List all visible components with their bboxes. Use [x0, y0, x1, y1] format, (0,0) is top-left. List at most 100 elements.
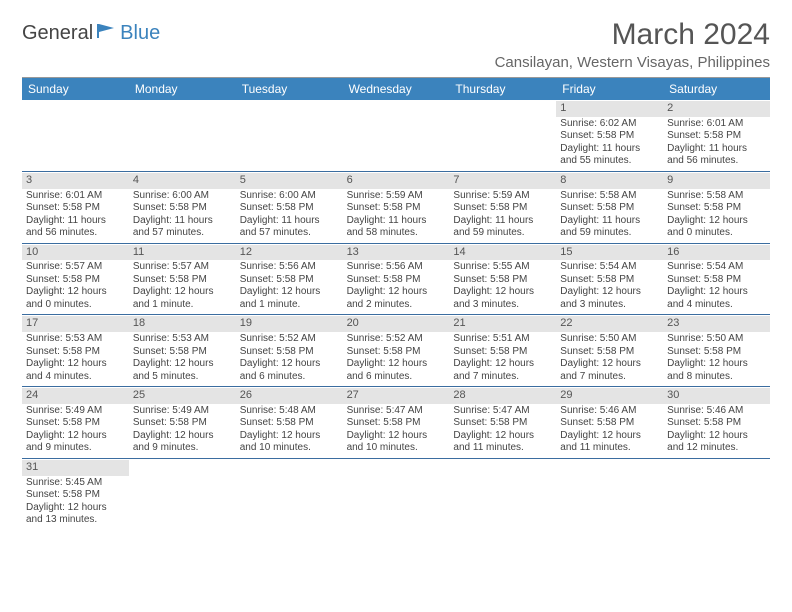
day-line-d1: Daylight: 12 hours — [667, 430, 766, 443]
day-line-d1: Daylight: 11 hours — [560, 143, 659, 156]
empty-cell — [236, 100, 343, 171]
day-number: 22 — [556, 316, 663, 332]
day-line-d1: Daylight: 12 hours — [560, 286, 659, 299]
empty-cell — [22, 100, 129, 171]
day-line-ss: Sunset: 5:58 PM — [133, 274, 232, 287]
day-line-d1: Daylight: 12 hours — [560, 358, 659, 371]
week-row: 1Sunrise: 6:02 AMSunset: 5:58 PMDaylight… — [22, 100, 770, 172]
day-cell: 10Sunrise: 5:57 AMSunset: 5:58 PMDayligh… — [22, 244, 129, 315]
day-line-sr: Sunrise: 5:53 AM — [133, 333, 232, 346]
day-line-d2: and 9 minutes. — [133, 442, 232, 455]
day-number: 17 — [22, 316, 129, 332]
day-line-ss: Sunset: 5:58 PM — [667, 130, 766, 143]
day-line-sr: Sunrise: 5:47 AM — [453, 405, 552, 418]
calendar: SundayMondayTuesdayWednesdayThursdayFrid… — [22, 77, 770, 530]
weekday-row: SundayMondayTuesdayWednesdayThursdayFrid… — [22, 78, 770, 100]
empty-cell — [343, 459, 450, 530]
day-cell: 6Sunrise: 5:59 AMSunset: 5:58 PMDaylight… — [343, 172, 450, 243]
day-line-sr: Sunrise: 5:46 AM — [560, 405, 659, 418]
day-number: 21 — [449, 316, 556, 332]
week-row: 17Sunrise: 5:53 AMSunset: 5:58 PMDayligh… — [22, 315, 770, 387]
day-number: 3 — [22, 173, 129, 189]
day-cell: 13Sunrise: 5:56 AMSunset: 5:58 PMDayligh… — [343, 244, 450, 315]
day-cell: 30Sunrise: 5:46 AMSunset: 5:58 PMDayligh… — [663, 387, 770, 458]
logo: General Blue — [22, 22, 160, 45]
day-number: 12 — [236, 245, 343, 261]
day-line-sr: Sunrise: 5:58 AM — [560, 190, 659, 203]
day-line-sr: Sunrise: 5:46 AM — [667, 405, 766, 418]
day-line-sr: Sunrise: 5:53 AM — [26, 333, 125, 346]
day-line-sr: Sunrise: 6:00 AM — [240, 190, 339, 203]
day-number: 30 — [663, 388, 770, 404]
day-line-d1: Daylight: 11 hours — [667, 143, 766, 156]
logo-text-general: General — [22, 22, 93, 45]
day-line-ss: Sunset: 5:58 PM — [26, 202, 125, 215]
day-line-d2: and 0 minutes. — [26, 299, 125, 312]
day-line-d2: and 57 minutes. — [133, 227, 232, 240]
day-line-d1: Daylight: 12 hours — [560, 430, 659, 443]
day-number: 20 — [343, 316, 450, 332]
week-row: 24Sunrise: 5:49 AMSunset: 5:58 PMDayligh… — [22, 387, 770, 459]
day-line-d1: Daylight: 12 hours — [667, 358, 766, 371]
day-line-sr: Sunrise: 5:50 AM — [560, 333, 659, 346]
day-line-ss: Sunset: 5:58 PM — [453, 417, 552, 430]
day-cell: 18Sunrise: 5:53 AMSunset: 5:58 PMDayligh… — [129, 315, 236, 386]
empty-cell — [129, 100, 236, 171]
day-line-sr: Sunrise: 5:54 AM — [667, 261, 766, 274]
day-line-ss: Sunset: 5:58 PM — [26, 489, 125, 502]
day-cell: 4Sunrise: 6:00 AMSunset: 5:58 PMDaylight… — [129, 172, 236, 243]
day-number: 27 — [343, 388, 450, 404]
day-number: 8 — [556, 173, 663, 189]
day-line-d2: and 8 minutes. — [667, 371, 766, 384]
day-line-sr: Sunrise: 5:52 AM — [347, 333, 446, 346]
day-cell: 11Sunrise: 5:57 AMSunset: 5:58 PMDayligh… — [129, 244, 236, 315]
day-line-sr: Sunrise: 5:56 AM — [347, 261, 446, 274]
weekday-cell: Tuesday — [236, 78, 343, 100]
day-cell: 14Sunrise: 5:55 AMSunset: 5:58 PMDayligh… — [449, 244, 556, 315]
empty-cell — [129, 459, 236, 530]
day-cell: 28Sunrise: 5:47 AMSunset: 5:58 PMDayligh… — [449, 387, 556, 458]
day-line-ss: Sunset: 5:58 PM — [133, 417, 232, 430]
day-cell: 12Sunrise: 5:56 AMSunset: 5:58 PMDayligh… — [236, 244, 343, 315]
day-line-d1: Daylight: 12 hours — [240, 358, 339, 371]
day-line-d1: Daylight: 12 hours — [347, 430, 446, 443]
day-number: 24 — [22, 388, 129, 404]
day-line-d2: and 57 minutes. — [240, 227, 339, 240]
day-line-d1: Daylight: 12 hours — [240, 430, 339, 443]
day-line-sr: Sunrise: 5:55 AM — [453, 261, 552, 274]
day-cell: 9Sunrise: 5:58 AMSunset: 5:58 PMDaylight… — [663, 172, 770, 243]
title-block: March 2024 Cansilayan, Western Visayas, … — [495, 18, 770, 71]
day-number: 1 — [556, 101, 663, 117]
day-number: 6 — [343, 173, 450, 189]
day-line-sr: Sunrise: 5:54 AM — [560, 261, 659, 274]
day-line-d2: and 13 minutes. — [26, 514, 125, 527]
day-line-d2: and 10 minutes. — [347, 442, 446, 455]
day-cell: 7Sunrise: 5:59 AMSunset: 5:58 PMDaylight… — [449, 172, 556, 243]
day-line-sr: Sunrise: 5:45 AM — [26, 477, 125, 490]
day-number: 9 — [663, 173, 770, 189]
day-line-ss: Sunset: 5:58 PM — [26, 274, 125, 287]
day-number: 15 — [556, 245, 663, 261]
day-line-ss: Sunset: 5:58 PM — [453, 346, 552, 359]
day-number: 28 — [449, 388, 556, 404]
day-line-d1: Daylight: 12 hours — [133, 430, 232, 443]
day-line-d2: and 9 minutes. — [26, 442, 125, 455]
day-line-ss: Sunset: 5:58 PM — [240, 202, 339, 215]
day-line-d1: Daylight: 12 hours — [667, 286, 766, 299]
day-cell: 22Sunrise: 5:50 AMSunset: 5:58 PMDayligh… — [556, 315, 663, 386]
day-line-ss: Sunset: 5:58 PM — [133, 202, 232, 215]
day-line-ss: Sunset: 5:58 PM — [667, 346, 766, 359]
weekday-cell: Thursday — [449, 78, 556, 100]
day-number: 31 — [22, 460, 129, 476]
day-line-ss: Sunset: 5:58 PM — [347, 274, 446, 287]
day-line-sr: Sunrise: 5:51 AM — [453, 333, 552, 346]
weekday-cell: Sunday — [22, 78, 129, 100]
day-line-sr: Sunrise: 5:47 AM — [347, 405, 446, 418]
day-line-d2: and 58 minutes. — [347, 227, 446, 240]
day-line-ss: Sunset: 5:58 PM — [133, 346, 232, 359]
day-cell: 29Sunrise: 5:46 AMSunset: 5:58 PMDayligh… — [556, 387, 663, 458]
week-row: 31Sunrise: 5:45 AMSunset: 5:58 PMDayligh… — [22, 459, 770, 530]
day-number: 2 — [663, 101, 770, 117]
weekday-cell: Wednesday — [343, 78, 450, 100]
day-line-ss: Sunset: 5:58 PM — [453, 274, 552, 287]
